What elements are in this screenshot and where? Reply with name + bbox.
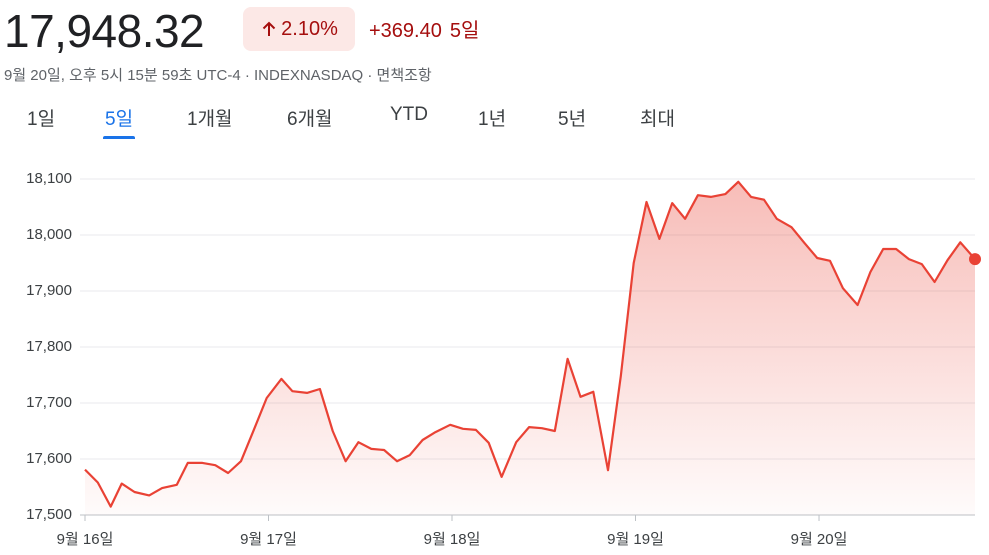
range-tab[interactable]: 1개월 bbox=[187, 109, 233, 130]
x-tick-label: 9월 17일 bbox=[240, 531, 297, 548]
chart: 17,500 17,600 17,700 17,800 17,900 18,000 18,1… bbox=[26, 170, 981, 548]
x-tick-label: 9월 16일 bbox=[57, 531, 114, 548]
subtitle: 9월 20일, 오후 5시 15분 59초 UTC-4 · INDEXNASDA… bbox=[4, 67, 432, 84]
x-tick-label: 9월 18일 bbox=[424, 531, 481, 548]
range-tab[interactable]: YTD bbox=[390, 104, 428, 125]
price: 17,948.32 bbox=[4, 5, 205, 57]
y-tick-label: 17,700 bbox=[26, 394, 72, 411]
range-tab[interactable]: 1일 bbox=[27, 109, 56, 130]
x-tick-label: 9월 20일 bbox=[791, 531, 848, 548]
change-badge: 2.10% bbox=[243, 7, 355, 51]
range-tab[interactable]: 6개월 bbox=[287, 109, 333, 130]
y-tick-label: 17,800 bbox=[26, 338, 72, 355]
change: +369.40 5일 bbox=[369, 14, 487, 43]
y-tick-label: 18,000 bbox=[26, 226, 72, 243]
change-percent: 2.10% bbox=[281, 17, 338, 40]
last-point bbox=[969, 253, 981, 266]
change-value: +369.40 bbox=[369, 20, 442, 42]
range-tab[interactable]: 5년 bbox=[558, 109, 587, 130]
range-tabs: 1일 5일 1개월 6개월 YTD 1년 5년 최대 bbox=[0, 102, 989, 139]
area bbox=[85, 181, 975, 516]
period: 5일 bbox=[449, 20, 480, 42]
y-tick-label: 17,900 bbox=[26, 282, 72, 299]
y-tick-label: 17,600 bbox=[26, 450, 72, 467]
y-tick-label: 17,500 bbox=[26, 506, 72, 523]
y-tick-label: 18,100 bbox=[26, 170, 72, 187]
up-arrow bbox=[262, 21, 276, 36]
range-tab[interactable]: 5일 bbox=[102, 104, 136, 139]
range-tab[interactable]: 1년 bbox=[478, 109, 507, 130]
price-line bbox=[84, 180, 976, 508]
x-tick-label: 9월 19일 bbox=[607, 531, 664, 548]
range-tab[interactable]: 최대 bbox=[640, 109, 675, 130]
